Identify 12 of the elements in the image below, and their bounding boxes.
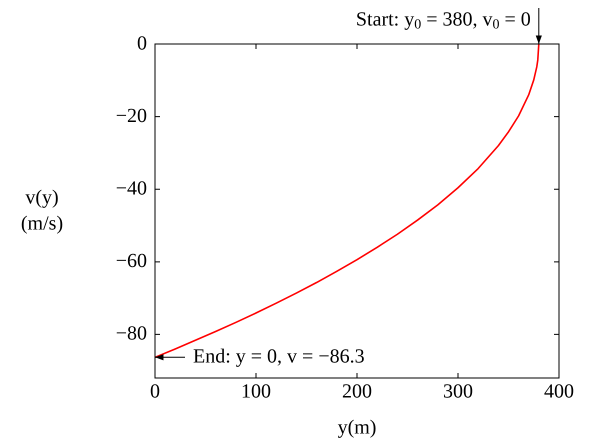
- x-tick-label: 100: [241, 380, 271, 402]
- annotation: End: y = 0, v = −86.3: [193, 346, 365, 368]
- y-tick-label: 0: [137, 32, 147, 54]
- x-tick-label: 400: [544, 380, 574, 402]
- x-tick-label: 200: [342, 380, 372, 402]
- y-tick-label: −80: [116, 322, 147, 345]
- x-tick-label: 300: [443, 380, 473, 402]
- y-tick-label: −20: [116, 104, 147, 127]
- y-axis-title: v(y) (m/s): [20, 186, 64, 234]
- y-tick-label: −60: [116, 250, 147, 272]
- x-axis-title: y(m): [338, 416, 376, 438]
- y-tick-label: −40: [116, 177, 147, 200]
